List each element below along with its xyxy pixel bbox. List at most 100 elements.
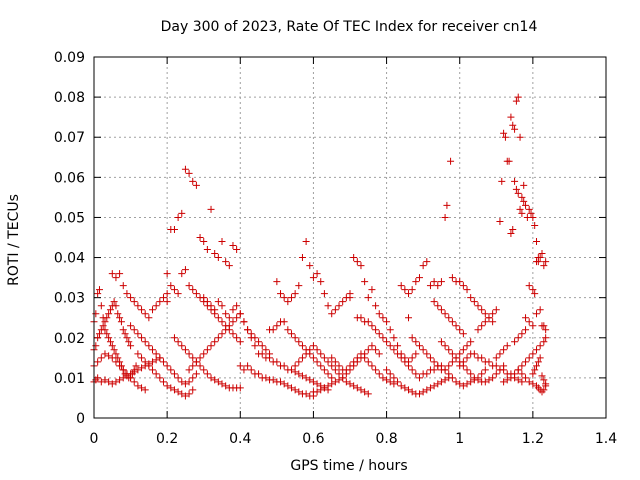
data-point [437, 362, 445, 370]
data-point [368, 322, 376, 330]
data-point [284, 382, 292, 390]
data-point [478, 322, 486, 330]
data-point [105, 378, 113, 386]
data-point [459, 382, 467, 390]
data-point [117, 318, 125, 326]
data-point [101, 350, 109, 358]
data-point [434, 380, 442, 388]
data-point [225, 262, 233, 270]
data-point [383, 366, 391, 374]
data-point [448, 358, 456, 366]
data-point [478, 370, 486, 378]
data-point [295, 338, 303, 346]
data-point [189, 354, 197, 362]
data-point [507, 229, 515, 237]
y-tick-label: 0.02 [54, 331, 85, 347]
data-point [163, 298, 171, 306]
data-point [514, 189, 522, 197]
data-point [211, 306, 219, 314]
data-point [110, 298, 118, 306]
data-point [328, 310, 336, 318]
data-point [123, 290, 131, 298]
data-point [291, 290, 299, 298]
data-point [181, 346, 189, 354]
data-point [529, 380, 537, 388]
data-point [324, 370, 332, 378]
data-point [481, 366, 489, 374]
data-point [218, 330, 226, 338]
data-point [240, 318, 248, 326]
data-point [423, 258, 431, 266]
data-point [516, 205, 524, 213]
data-point [295, 358, 303, 366]
data-point [97, 354, 105, 362]
data-point [448, 274, 456, 282]
data-point [138, 364, 146, 372]
data-point [456, 362, 464, 370]
data-point [214, 298, 222, 306]
data-point [203, 246, 211, 254]
data-point [324, 382, 332, 390]
x-tick-label: 0.6 [302, 431, 324, 447]
data-point [317, 386, 325, 394]
data-point [309, 342, 317, 350]
data-point [225, 314, 233, 322]
data-point [467, 338, 475, 346]
data-point [514, 366, 522, 374]
data-point [222, 382, 230, 390]
data-point [163, 362, 171, 370]
data-point [512, 97, 520, 105]
data-point [218, 302, 226, 310]
data-point [379, 334, 387, 342]
data-point [287, 384, 295, 392]
data-point [149, 306, 157, 314]
data-point [269, 326, 277, 334]
data-point [214, 254, 222, 262]
data-point [401, 358, 409, 366]
data-point [106, 338, 114, 346]
data-point [459, 282, 467, 290]
data-point [295, 282, 303, 290]
data-point [152, 356, 160, 364]
data-point [478, 306, 486, 314]
data-point [192, 181, 200, 189]
data-point [291, 386, 299, 394]
data-point [386, 326, 394, 334]
data-point [298, 354, 306, 362]
data-point [306, 262, 314, 270]
data-point [185, 378, 193, 386]
data-point [174, 374, 182, 382]
data-point [273, 322, 281, 330]
data-point [357, 262, 365, 270]
data-point [273, 278, 281, 286]
data-point [196, 354, 204, 362]
data-point [189, 374, 197, 382]
data-point [324, 302, 332, 310]
data-point [405, 386, 413, 394]
data-point [492, 306, 500, 314]
data-point [247, 366, 255, 374]
data-point [105, 334, 113, 342]
data-point [492, 354, 500, 362]
data-point [95, 286, 103, 294]
data-point [489, 310, 497, 318]
data-point [306, 376, 314, 384]
data-point [441, 342, 449, 350]
y-tick-label: 0.05 [54, 210, 85, 226]
data-point [470, 374, 478, 382]
data-point [123, 334, 131, 342]
data-point [119, 326, 127, 334]
data-point [518, 330, 526, 338]
data-point [163, 270, 171, 278]
data-point [170, 225, 178, 233]
data-point [320, 366, 328, 374]
data-point [320, 290, 328, 298]
data-point [474, 302, 482, 310]
data-point [178, 378, 186, 386]
data-point [533, 346, 541, 354]
data-point [112, 378, 120, 386]
y-tick-label: 0.09 [54, 50, 85, 66]
data-point [287, 330, 295, 338]
data-point [361, 388, 369, 396]
data-point [127, 322, 135, 330]
